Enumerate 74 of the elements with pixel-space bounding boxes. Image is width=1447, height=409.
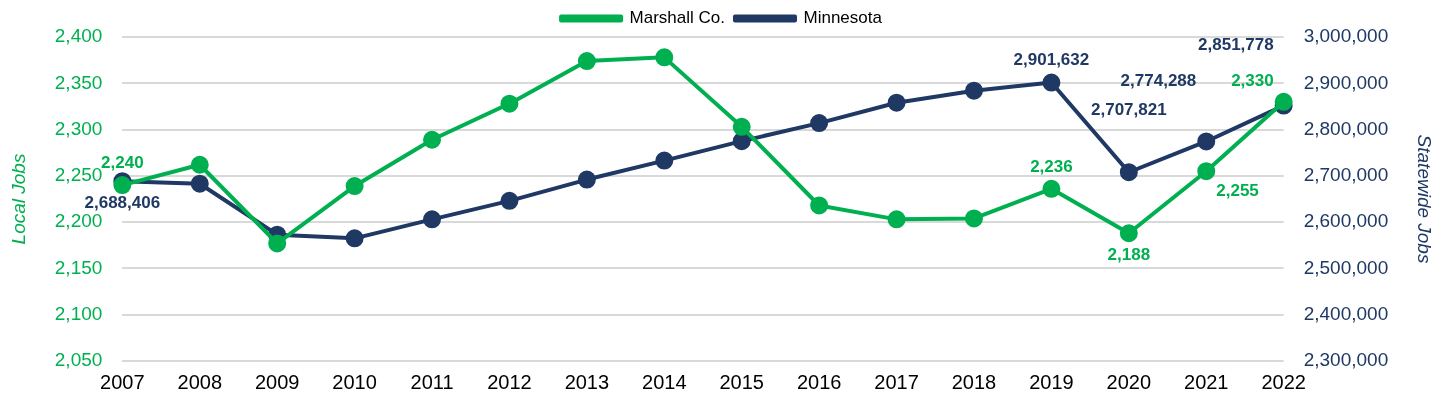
point [190,155,209,174]
point [810,114,829,133]
point [655,48,674,67]
y-tick-label: 2,300 [54,117,103,139]
point [964,209,983,228]
y2-tick-label: 2,300,000 [1303,349,1389,371]
point [1197,132,1216,151]
point [732,132,751,151]
y-tick-label: 2,350 [54,71,103,93]
data-label: 2,240 [101,152,144,172]
point [577,52,596,71]
y-axis-title: Local Jobs [7,153,29,245]
x-tick-label: 2007 [100,370,145,393]
point [1197,162,1216,181]
point [655,151,674,170]
data-label: 2,774,288 [1120,71,1197,91]
x-tick-label: 2018 [951,370,997,393]
data-label: 2,901,632 [1013,50,1090,70]
point [1119,163,1138,182]
y2-tick-label: 2,800,000 [1303,117,1389,139]
data-label: 2,707,821 [1091,99,1167,119]
point [810,196,829,215]
x-tick-label: 2014 [642,370,687,393]
y2-tick-label: 2,400,000 [1303,302,1389,324]
x-tick-label: 2010 [332,370,377,393]
x-tick-label: 2017 [874,370,919,393]
x-tick-label: 2022 [1261,370,1306,393]
x-tick-label: 2012 [487,370,532,393]
data-label: 2,236 [1030,156,1073,176]
x-tick-label: 2013 [564,370,610,393]
data-label: 2,851,778 [1198,35,1274,55]
point [190,174,209,193]
x-tick-label: 2016 [796,370,842,393]
point [887,93,906,112]
point [500,94,519,113]
y2-tick-label: 2,700,000 [1303,164,1389,186]
x-tick-label: 2015 [719,370,764,393]
x-tick-label: 2008 [177,370,223,393]
y-tick-label: 2,050 [54,349,103,371]
y2-tick-label: 2,500,000 [1303,256,1389,278]
point [577,170,596,189]
point [423,130,442,149]
x-tick-label: 2009 [254,370,300,393]
data-label: 2,255 [1216,180,1259,200]
y2-axis-title: Statewide Jobs [1414,134,1436,264]
y-tick-label: 2,100 [54,302,103,324]
y2-tick-label: 2,900,000 [1303,71,1389,93]
data-label: 2,188 [1107,244,1151,264]
y-tick-label: 2,200 [54,210,103,232]
data-label: 2,688,406 [84,192,161,212]
point [113,176,132,195]
point [887,210,906,229]
data-label: 2,330 [1231,71,1274,91]
point [1274,92,1293,111]
y-tick-label: 2,150 [54,256,103,278]
x-tick-label: 2019 [1029,370,1074,393]
y2-tick-label: 3,000,000 [1303,25,1389,47]
point [964,81,983,100]
x-tick-label: 2021 [1184,370,1229,393]
point [1119,224,1138,243]
point [423,210,442,229]
point [732,117,751,136]
point [345,229,364,248]
x-tick-label: 2020 [1106,370,1152,393]
x-tick-label: 2011 [410,370,454,393]
point [345,177,364,196]
point [1042,73,1061,92]
legend-label: Marshall Co. [629,8,725,28]
y-tick-label: 2,400 [54,25,103,47]
point [268,234,287,253]
point [500,191,519,210]
y2-tick-label: 2,600,000 [1303,210,1389,232]
legend-label: Minnesota [803,8,883,28]
point [1042,179,1061,198]
